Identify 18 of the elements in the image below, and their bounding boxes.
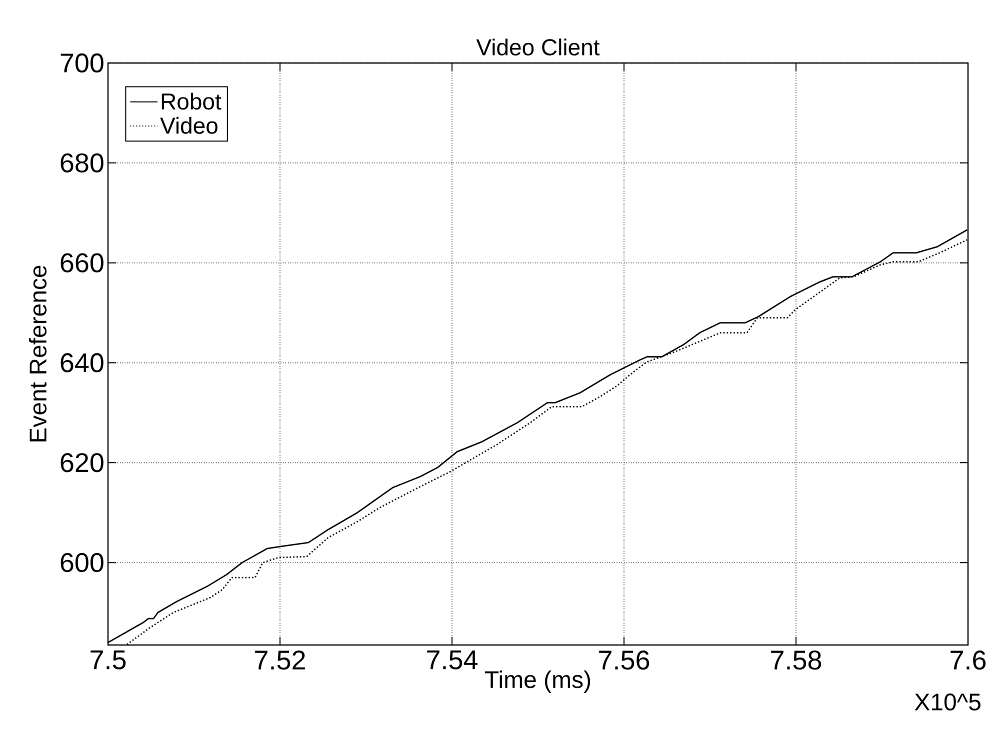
y-tick-label: 660 <box>60 253 104 272</box>
y-axis-title: Event Reference <box>28 266 47 442</box>
x-tick-label: 7.6 <box>950 650 986 670</box>
x-tick-label: 7.58 <box>771 650 822 670</box>
legend-label: Video <box>160 116 218 134</box>
x-tick-label: 7.54 <box>427 650 478 670</box>
y-tick-label: 600 <box>60 553 104 572</box>
chart-title: Video Client <box>476 38 600 56</box>
y-tick-label: 640 <box>60 353 104 372</box>
legend-label: Robot <box>162 92 222 110</box>
text: X10^5 <box>914 694 980 711</box>
y-tick-label: 680 <box>60 153 104 172</box>
y-tick-label: 700 <box>60 53 104 73</box>
x-tick-label: 7.56 <box>599 650 650 670</box>
x-axis-title: Time (ms) <box>484 670 590 693</box>
x-tick-label: 7.52 <box>255 650 305 670</box>
x-tick-label: 7.5 <box>90 650 126 670</box>
y-tick-label: 620 <box>60 453 104 472</box>
